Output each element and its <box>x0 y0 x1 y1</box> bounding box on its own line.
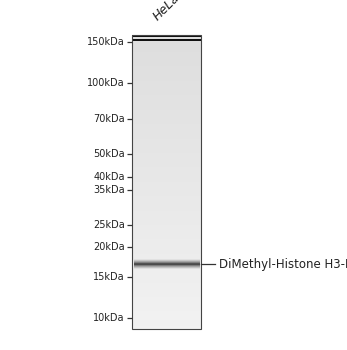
Text: 20kDa: 20kDa <box>93 243 125 252</box>
Bar <box>132 35 201 37</box>
Text: 100kDa: 100kDa <box>87 78 125 88</box>
Text: 40kDa: 40kDa <box>93 172 125 182</box>
Text: 70kDa: 70kDa <box>93 114 125 125</box>
Text: 150kDa: 150kDa <box>87 37 125 47</box>
Bar <box>132 35 201 329</box>
Text: 50kDa: 50kDa <box>93 149 125 159</box>
Bar <box>132 38 201 41</box>
Text: DiMethyl-Histone H3-K36: DiMethyl-Histone H3-K36 <box>219 258 347 271</box>
Text: HeLa: HeLa <box>151 0 183 23</box>
Text: 25kDa: 25kDa <box>93 220 125 230</box>
Text: 15kDa: 15kDa <box>93 272 125 282</box>
Text: 35kDa: 35kDa <box>93 185 125 195</box>
Text: 10kDa: 10kDa <box>93 313 125 323</box>
